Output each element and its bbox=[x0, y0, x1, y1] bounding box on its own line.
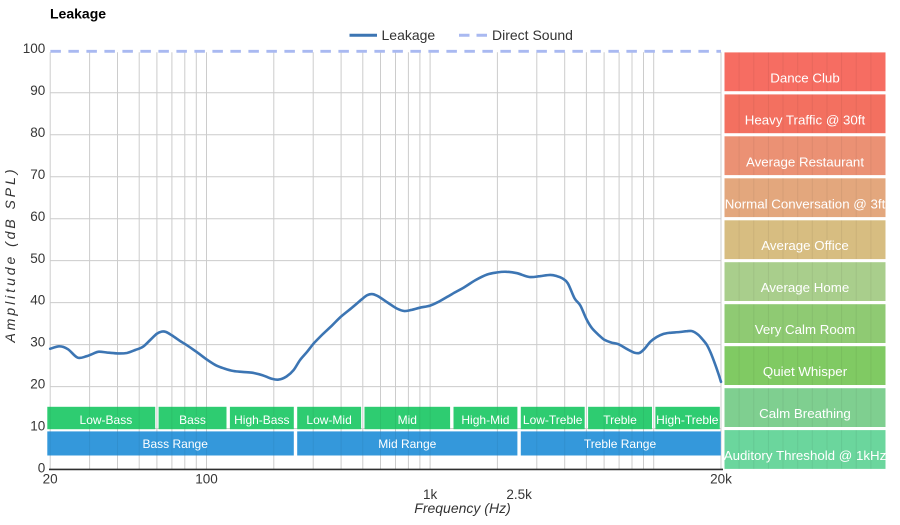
svg-text:Direct Sound: Direct Sound bbox=[492, 27, 573, 43]
svg-text:Bass: Bass bbox=[179, 413, 206, 427]
svg-text:Frequency (Hz): Frequency (Hz) bbox=[414, 500, 510, 516]
svg-text:High-Treble: High-Treble bbox=[656, 413, 719, 427]
svg-text:Treble: Treble bbox=[603, 413, 637, 427]
svg-text:Quiet Whisper: Quiet Whisper bbox=[763, 364, 848, 379]
svg-text:1k: 1k bbox=[423, 487, 438, 502]
svg-text:90: 90 bbox=[30, 83, 45, 98]
svg-text:Auditory Threshold @ 1kHz: Auditory Threshold @ 1kHz bbox=[724, 448, 887, 463]
svg-text:Average Home: Average Home bbox=[761, 280, 849, 295]
svg-text:0: 0 bbox=[38, 461, 46, 476]
svg-text:2.5k: 2.5k bbox=[506, 487, 532, 502]
svg-text:Calm Breathing: Calm Breathing bbox=[759, 406, 851, 421]
svg-text:10: 10 bbox=[30, 419, 45, 434]
svg-text:Leakage: Leakage bbox=[382, 27, 436, 43]
svg-text:Dance Club: Dance Club bbox=[770, 70, 839, 85]
svg-text:High-Bass: High-Bass bbox=[234, 413, 289, 427]
svg-text:Low-Bass: Low-Bass bbox=[80, 413, 133, 427]
svg-text:100: 100 bbox=[23, 41, 46, 56]
svg-text:Leakage: Leakage bbox=[50, 5, 106, 21]
svg-text:50: 50 bbox=[30, 251, 45, 266]
svg-text:20: 20 bbox=[43, 471, 58, 486]
svg-text:20: 20 bbox=[30, 377, 45, 392]
svg-text:30: 30 bbox=[30, 335, 45, 350]
svg-text:Very Calm Room: Very Calm Room bbox=[755, 322, 856, 337]
svg-text:Bass Range: Bass Range bbox=[143, 437, 209, 451]
svg-text:Low-Treble: Low-Treble bbox=[523, 413, 583, 427]
svg-text:60: 60 bbox=[30, 209, 45, 224]
svg-text:100: 100 bbox=[195, 471, 218, 486]
svg-text:80: 80 bbox=[30, 125, 45, 140]
svg-text:Treble Range: Treble Range bbox=[584, 437, 657, 451]
svg-text:Low-Mid: Low-Mid bbox=[306, 413, 351, 427]
svg-text:Average Office: Average Office bbox=[761, 238, 848, 253]
svg-text:40: 40 bbox=[30, 293, 45, 308]
svg-text:Mid Range: Mid Range bbox=[378, 437, 436, 451]
svg-text:70: 70 bbox=[30, 167, 45, 182]
svg-text:High-Mid: High-Mid bbox=[461, 413, 509, 427]
svg-text:Average Restaurant: Average Restaurant bbox=[746, 154, 864, 169]
svg-text:Normal Conversation @ 3ft: Normal Conversation @ 3ft bbox=[725, 196, 886, 211]
svg-text:20k: 20k bbox=[710, 471, 732, 486]
svg-text:Heavy Traffic @ 30ft: Heavy Traffic @ 30ft bbox=[745, 112, 866, 127]
svg-text:Mid: Mid bbox=[398, 413, 417, 427]
